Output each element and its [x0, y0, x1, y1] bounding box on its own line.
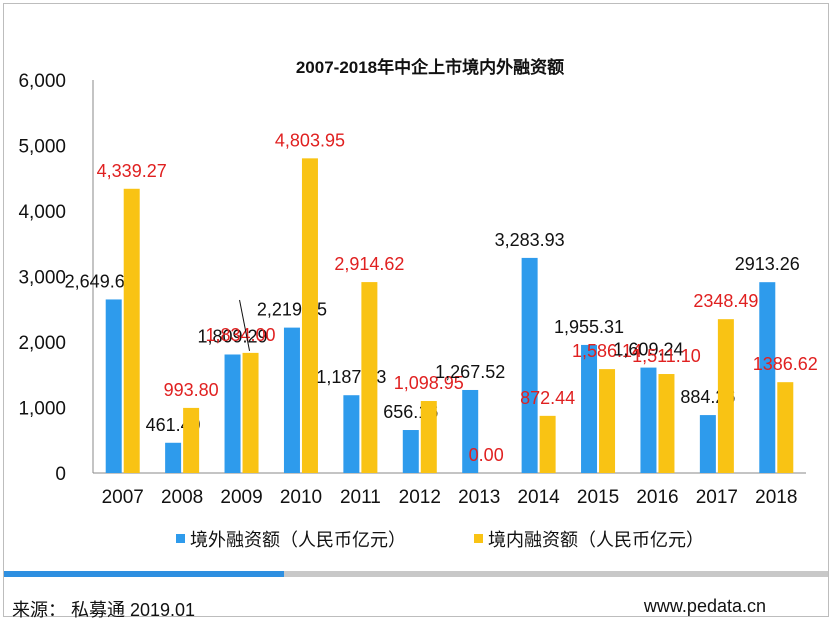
domestic-data-label: 1386.62 — [753, 354, 818, 374]
overseas-bar — [581, 344, 598, 473]
domestic-data-label: 1,834.00 — [206, 325, 276, 345]
overseas-bar — [402, 430, 419, 473]
domestic-bar — [599, 369, 616, 473]
y-tick-label: 0 — [55, 464, 66, 485]
x-tick-label: 2013 — [458, 487, 500, 508]
domestic-bar — [301, 158, 318, 473]
x-tick-label: 2018 — [755, 487, 797, 508]
progress-fill — [4, 571, 285, 577]
overseas-bar — [521, 257, 538, 473]
overseas-bar — [640, 367, 657, 473]
y-tick-label: 4,000 — [18, 202, 66, 223]
overseas-bar — [759, 282, 776, 473]
y-tick-label: 6,000 — [18, 71, 66, 92]
domestic-bar — [658, 374, 675, 473]
y-tick-label: 3,000 — [18, 268, 66, 289]
domestic-data-label: 0.00 — [469, 445, 504, 465]
domestic-bar — [420, 401, 437, 473]
domestic-bar — [361, 282, 378, 473]
domestic-data-label: 1,511.10 — [632, 346, 701, 366]
overseas-data-label: 2,649.65 — [65, 271, 135, 291]
x-tick-label: 2015 — [577, 487, 619, 508]
x-tick-label: 2011 — [340, 487, 381, 508]
domestic-data-label: 1,098.95 — [394, 373, 464, 393]
overseas-data-label: 1,609.24 — [613, 340, 683, 360]
chart-title: 2007-2018年中企上市境内外融资额 — [296, 57, 564, 77]
domestic-data-label: 872.44 — [520, 388, 575, 408]
x-tick-label: 2016 — [636, 487, 678, 508]
overseas-data-label: 3,283.93 — [495, 230, 565, 250]
x-tick-label: 2010 — [280, 487, 322, 508]
domestic-bar — [777, 382, 794, 473]
x-tick-label: 2014 — [517, 487, 560, 508]
overseas-bar — [343, 395, 360, 473]
domestic-data-label: 4,339.27 — [97, 161, 167, 181]
legend-swatch-overseas — [176, 534, 185, 543]
overseas-data-label: 1,809.29 — [198, 326, 268, 346]
overseas-bar — [283, 327, 300, 473]
overseas-data-label: 2913.26 — [735, 254, 800, 274]
domestic-data-label: 2,914.62 — [334, 254, 404, 274]
domestic-bar — [123, 188, 140, 473]
overseas-bar — [105, 299, 122, 473]
y-tick-label: 1,000 — [18, 399, 66, 420]
legend-swatch-domestic — [474, 534, 483, 543]
domestic-data-label: 993.80 — [164, 380, 219, 400]
domestic-bar — [183, 407, 200, 473]
x-tick-label: 2009 — [220, 487, 262, 508]
chart-frame — [3, 3, 829, 617]
x-tick-label: 2017 — [696, 487, 738, 508]
y-tick-label: 5,000 — [18, 137, 66, 158]
website-link[interactable]: www.pedata.cn — [643, 596, 766, 616]
x-tick-label: 2012 — [399, 487, 441, 508]
overseas-bar — [699, 415, 716, 473]
legend-label-domestic: 境内融资额（人民币亿元） — [488, 530, 704, 550]
domestic-bar — [539, 415, 556, 473]
x-tick-label: 2008 — [161, 487, 203, 508]
progress-track — [4, 571, 828, 577]
legend-label-overseas: 境外融资额（人民币亿元） — [190, 530, 406, 550]
source-note: 来源： 私募通 2019.01 — [12, 600, 196, 620]
overseas-data-label: 1,267.52 — [435, 362, 505, 382]
label-leader-line — [239, 299, 251, 351]
overseas-data-label: 1,955.31 — [554, 317, 624, 337]
domestic-data-label: 4,803.95 — [275, 130, 345, 150]
overseas-bar — [165, 442, 182, 473]
y-tick-label: 2,000 — [18, 333, 66, 354]
x-tick-label: 2007 — [102, 487, 144, 508]
domestic-data-label: 1,586.14 — [572, 341, 642, 361]
overseas-bar — [224, 354, 241, 473]
overseas-bar — [462, 389, 479, 473]
domestic-bar — [717, 319, 734, 473]
domestic-bar — [242, 352, 259, 473]
domestic-data-label: 2348.49 — [693, 291, 758, 311]
